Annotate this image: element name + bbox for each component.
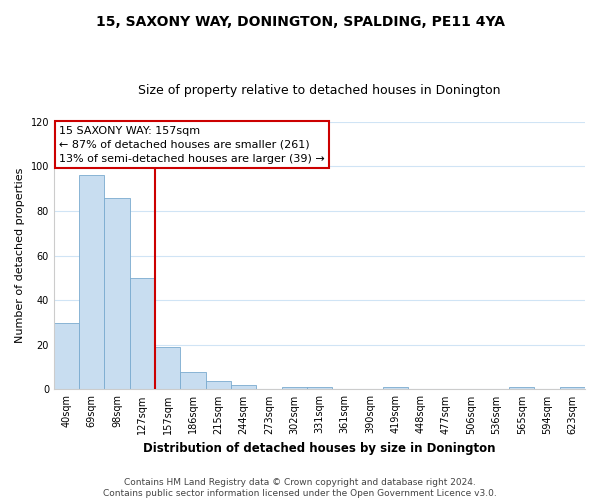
Bar [560,387,585,390]
Bar [54,322,79,390]
Bar [206,380,231,390]
X-axis label: Distribution of detached houses by size in Donington: Distribution of detached houses by size … [143,442,496,455]
Text: 15 SAXONY WAY: 157sqm
← 87% of detached houses are smaller (261)
13% of semi-det: 15 SAXONY WAY: 157sqm ← 87% of detached … [59,126,325,164]
Bar [231,385,256,390]
Bar [307,387,332,390]
Title: Size of property relative to detached houses in Donington: Size of property relative to detached ho… [138,84,501,97]
Bar [104,198,130,390]
Y-axis label: Number of detached properties: Number of detached properties [15,168,25,344]
Text: 15, SAXONY WAY, DONINGTON, SPALDING, PE11 4YA: 15, SAXONY WAY, DONINGTON, SPALDING, PE1… [95,15,505,29]
Bar [79,176,104,390]
Bar [281,387,307,390]
Bar [509,387,535,390]
Bar [181,372,206,390]
Bar [155,347,181,390]
Bar [383,387,408,390]
Bar [130,278,155,390]
Text: Contains HM Land Registry data © Crown copyright and database right 2024.
Contai: Contains HM Land Registry data © Crown c… [103,478,497,498]
